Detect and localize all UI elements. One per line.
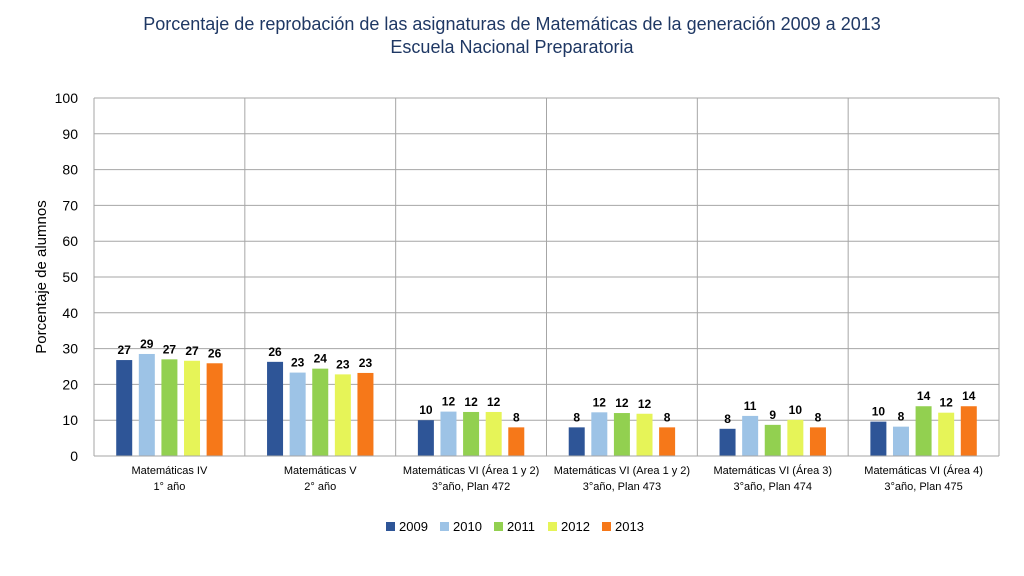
- data-label: 10: [789, 403, 803, 417]
- x-tick-label: Matemáticas VI (Área 4): [864, 464, 983, 477]
- bar-2010: [742, 415, 759, 456]
- bar-2012: [938, 412, 955, 456]
- x-tick-label: 3°año, Plan 472: [432, 481, 510, 493]
- data-label: 26: [268, 345, 282, 359]
- bar-2012: [787, 419, 804, 456]
- legend-label: 2011: [507, 519, 535, 534]
- bar-2010: [892, 426, 909, 456]
- bar-2013: [357, 372, 374, 456]
- data-label: 23: [359, 356, 373, 370]
- data-label: 8: [513, 410, 520, 424]
- bar-2011: [764, 424, 781, 456]
- legend-label: 2013: [615, 519, 644, 534]
- data-label: 10: [872, 405, 886, 419]
- bar-2012: [485, 411, 502, 456]
- bar-2010: [138, 353, 155, 456]
- bar-2010: [289, 372, 306, 456]
- bar-2009: [719, 428, 736, 456]
- x-tick-label: 3°año, Plan 474: [734, 481, 812, 493]
- bar-2009: [116, 360, 133, 456]
- bar-2011: [161, 359, 178, 456]
- legend-swatch-2012: [548, 522, 557, 531]
- bar-2010: [591, 412, 608, 456]
- y-tick-label: 50: [62, 269, 78, 285]
- data-label: 8: [815, 410, 822, 424]
- bar-2011: [915, 406, 932, 456]
- legend-swatch-2013: [602, 522, 611, 531]
- data-label: 12: [615, 396, 629, 410]
- x-tick-label: Matemáticas VI (Área 3): [713, 464, 832, 477]
- x-tick-label: Matemáticas VI (Area 1 y 2): [554, 465, 690, 477]
- bar-2013: [659, 427, 676, 456]
- y-tick-label: 20: [62, 376, 78, 392]
- data-label: 11: [744, 399, 757, 413]
- data-label: 12: [487, 395, 501, 409]
- bar-2010: [440, 411, 457, 456]
- data-label: 8: [573, 410, 580, 424]
- x-tick-label: Matemáticas VI (Área 1 y 2): [403, 464, 539, 477]
- data-label: 23: [336, 357, 350, 371]
- x-tick-label: 3°año, Plan 475: [884, 481, 962, 493]
- bar-2009: [870, 421, 887, 456]
- legend-swatch-2010: [440, 522, 449, 531]
- data-label: 12: [442, 395, 456, 409]
- x-tick-label: 1° año: [153, 481, 185, 493]
- data-label: 12: [638, 397, 652, 411]
- chart-title: Porcentaje de reprobación de las asignat…: [143, 14, 881, 34]
- x-tick-label: 3°año, Plan 473: [583, 481, 661, 493]
- data-label: 8: [898, 410, 905, 424]
- data-label: 12: [940, 396, 954, 410]
- y-tick-label: 0: [70, 448, 78, 464]
- data-label: 9: [769, 408, 776, 422]
- bar-2011: [312, 368, 329, 456]
- data-label: 14: [917, 389, 931, 403]
- data-label: 27: [185, 344, 199, 358]
- legend-swatch-2011: [494, 522, 503, 531]
- bar-2009: [267, 361, 284, 456]
- data-label: 12: [464, 395, 478, 409]
- x-tick-label: Matemáticas V: [284, 465, 357, 477]
- data-label: 29: [140, 337, 154, 351]
- bar-2012: [636, 413, 653, 456]
- x-tick-label: Matemáticas IV: [132, 465, 208, 477]
- y-tick-label: 90: [62, 126, 78, 142]
- y-tick-label: 30: [62, 341, 78, 357]
- chart-subtitle: Escuela Nacional Preparatoria: [390, 37, 634, 57]
- y-tick-label: 70: [62, 197, 78, 213]
- legend-swatch-2009: [386, 522, 395, 531]
- x-tick-label: 2° año: [304, 481, 336, 493]
- y-tick-label: 100: [55, 90, 79, 106]
- data-label: 8: [724, 412, 731, 426]
- y-tick-label: 60: [62, 233, 78, 249]
- legend-label: 2010: [453, 519, 482, 534]
- bar-2011: [613, 413, 630, 456]
- y-tick-label: 80: [62, 162, 78, 178]
- data-label: 27: [163, 342, 177, 356]
- y-tick-label: 40: [62, 305, 78, 321]
- data-label: 14: [962, 389, 976, 403]
- legend-label: 2009: [399, 519, 428, 534]
- y-tick-label: 10: [62, 412, 78, 428]
- bar-2013: [206, 363, 223, 456]
- data-label: 10: [419, 403, 433, 417]
- legend-label: 2012: [561, 519, 590, 534]
- bar-2012: [334, 374, 351, 456]
- data-label: 27: [118, 343, 132, 357]
- bar-2009: [568, 427, 585, 456]
- bar-2013: [508, 427, 525, 456]
- data-label: 26: [208, 346, 222, 360]
- y-axis-title: Porcentaje de alumnos: [33, 200, 50, 353]
- data-label: 24: [314, 352, 328, 366]
- bar-2009: [417, 420, 434, 456]
- bar-2013: [809, 427, 826, 456]
- bar-2011: [463, 411, 480, 456]
- data-label: 8: [664, 410, 671, 424]
- data-label: 23: [291, 356, 305, 370]
- data-label: 12: [593, 395, 607, 409]
- bar-2013: [960, 406, 977, 456]
- bar-2012: [184, 360, 201, 456]
